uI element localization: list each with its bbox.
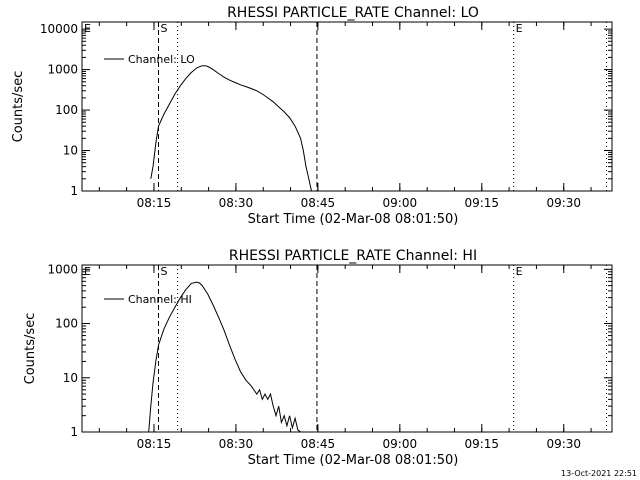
x-tick-label: 09:30 xyxy=(546,196,581,210)
marker-label: E xyxy=(84,265,91,278)
x-tick-label: 09:00 xyxy=(383,196,418,210)
x-tick-label: 08:30 xyxy=(219,437,254,451)
y-tick-label: 10 xyxy=(63,144,78,158)
x-tick-label: 08:30 xyxy=(219,196,254,210)
series-line xyxy=(150,65,312,192)
panel-lo: RHESSI PARTICLE_RATE Channel: LO 08:15 08:… xyxy=(11,5,613,227)
x-tick-label: 09:30 xyxy=(546,437,581,451)
footer-timestamp: 13-Oct-2021 22:51 xyxy=(561,469,637,478)
plot-frame xyxy=(81,21,613,192)
x-tick-label: 08:15 xyxy=(137,196,172,210)
chart-title: RHESSI PARTICLE_RATE Channel: HI xyxy=(229,248,477,264)
x-axis-label: Start Time (02-Mar-08 08:01:50) xyxy=(248,212,459,227)
x-axis-label: Start Time (02-Mar-08 08:01:50) xyxy=(248,453,459,468)
x-tick-label: 09:15 xyxy=(464,437,499,451)
chart-title: RHESSI PARTICLE_RATE Channel: LO xyxy=(227,5,479,21)
legend-label: Channel: HI xyxy=(128,293,192,306)
marker-label: E xyxy=(516,265,523,278)
x-tick-label: 08:45 xyxy=(301,437,336,451)
series-line xyxy=(148,281,301,433)
marker-label: E xyxy=(84,22,91,35)
legend-label: Channel: LO xyxy=(128,53,195,66)
marker-label: S xyxy=(160,265,167,278)
plot-frame xyxy=(81,264,613,433)
y-tick-label: 1000 xyxy=(47,63,78,77)
x-tick-label: 09:15 xyxy=(464,196,499,210)
y-tick-label: 10 xyxy=(63,371,78,385)
x-tick-label: 09:00 xyxy=(383,437,418,451)
y-tick-label: 100 xyxy=(55,317,78,331)
x-tick-label: 08:15 xyxy=(137,437,172,451)
y-axis-label: Counts/sec xyxy=(11,71,26,143)
y-tick-label: 100 xyxy=(55,103,78,117)
marker-label: E xyxy=(516,22,523,35)
y-tick-label: 1 xyxy=(70,425,78,439)
x-tick-label: 08:45 xyxy=(301,196,336,210)
panel-hi: RHESSI PARTICLE_RATE Channel: HI 08:15 08:… xyxy=(23,248,613,468)
y-axis-label: Counts/sec xyxy=(23,313,38,385)
marker-label: S xyxy=(160,22,167,35)
y-tick-label: 1000 xyxy=(47,262,78,276)
y-tick-label: 1 xyxy=(70,184,78,198)
y-tick-label: 10000 xyxy=(40,22,78,36)
